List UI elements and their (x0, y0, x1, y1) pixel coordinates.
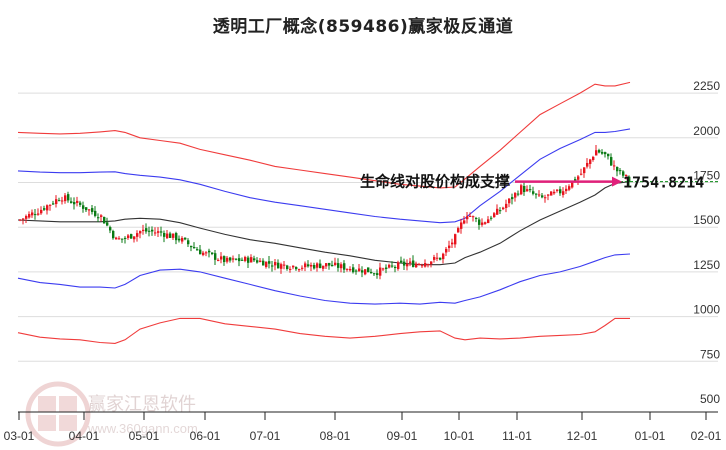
x-tick-label: 02-01 (691, 429, 722, 443)
life-line-line (17, 181, 631, 266)
watermark: 赢家江恩软件 www.360gann.com (25, 381, 198, 447)
support-annotation: 生命线对股价构成支撑 1754.8214 (360, 173, 718, 192)
grid-lines (18, 92, 718, 362)
x-tick-label: 08-01 (320, 429, 351, 443)
inner-lower-line (17, 253, 631, 305)
x-tick-label: 12-01 (567, 429, 598, 443)
watermark-brand: 赢家江恩软件 (88, 393, 196, 415)
x-tick-label: 01-01 (635, 429, 666, 443)
y-tick-label: 1250 (693, 258, 720, 272)
y-tick-label: 1500 (693, 213, 720, 227)
x-tick-label: 06-01 (190, 429, 221, 443)
y-tick-label: 750 (700, 347, 720, 361)
x-tick-label: 05-01 (129, 429, 160, 443)
y-tick-label: 1750 (693, 169, 720, 183)
candlesticks (19, 145, 631, 280)
x-tick-label: 03-01 (4, 429, 35, 443)
outer-upper-line (17, 81, 631, 189)
y-tick-label: 1000 (693, 303, 720, 317)
outer-lower-line (17, 317, 630, 344)
channel-lines (17, 81, 631, 344)
arrow-head-icon (612, 176, 622, 187)
x-tick-label: 04-01 (69, 429, 100, 443)
watermark-seal-icon (25, 381, 91, 447)
x-tick-label: 09-01 (387, 429, 418, 443)
watermark-url: www.360gann.com (87, 421, 198, 436)
annotation-value: 1754.8214 (623, 174, 704, 192)
inner-upper-line (17, 128, 631, 224)
y-tick-label: 2250 (693, 79, 720, 93)
y-axis-labels: 500 750 1000 1250 1500 1750 2000 2250 (693, 79, 720, 406)
x-tick-label: 07-01 (250, 429, 281, 443)
annotation-label: 生命线对股价构成支撑 (360, 173, 510, 191)
x-axis (18, 411, 718, 420)
y-tick-label: 2000 (693, 124, 720, 138)
x-tick-label: 10-01 (444, 429, 475, 443)
x-axis-labels: 03-01 04-01 05-01 06-01 07-01 08-01 09-01 10-01… (4, 429, 722, 443)
x-tick-label: 11-01 (502, 429, 532, 443)
chart-title: 透明工厂概念(859486)赢家极反通道 (212, 17, 514, 37)
y-tick-label: 500 (700, 392, 720, 406)
